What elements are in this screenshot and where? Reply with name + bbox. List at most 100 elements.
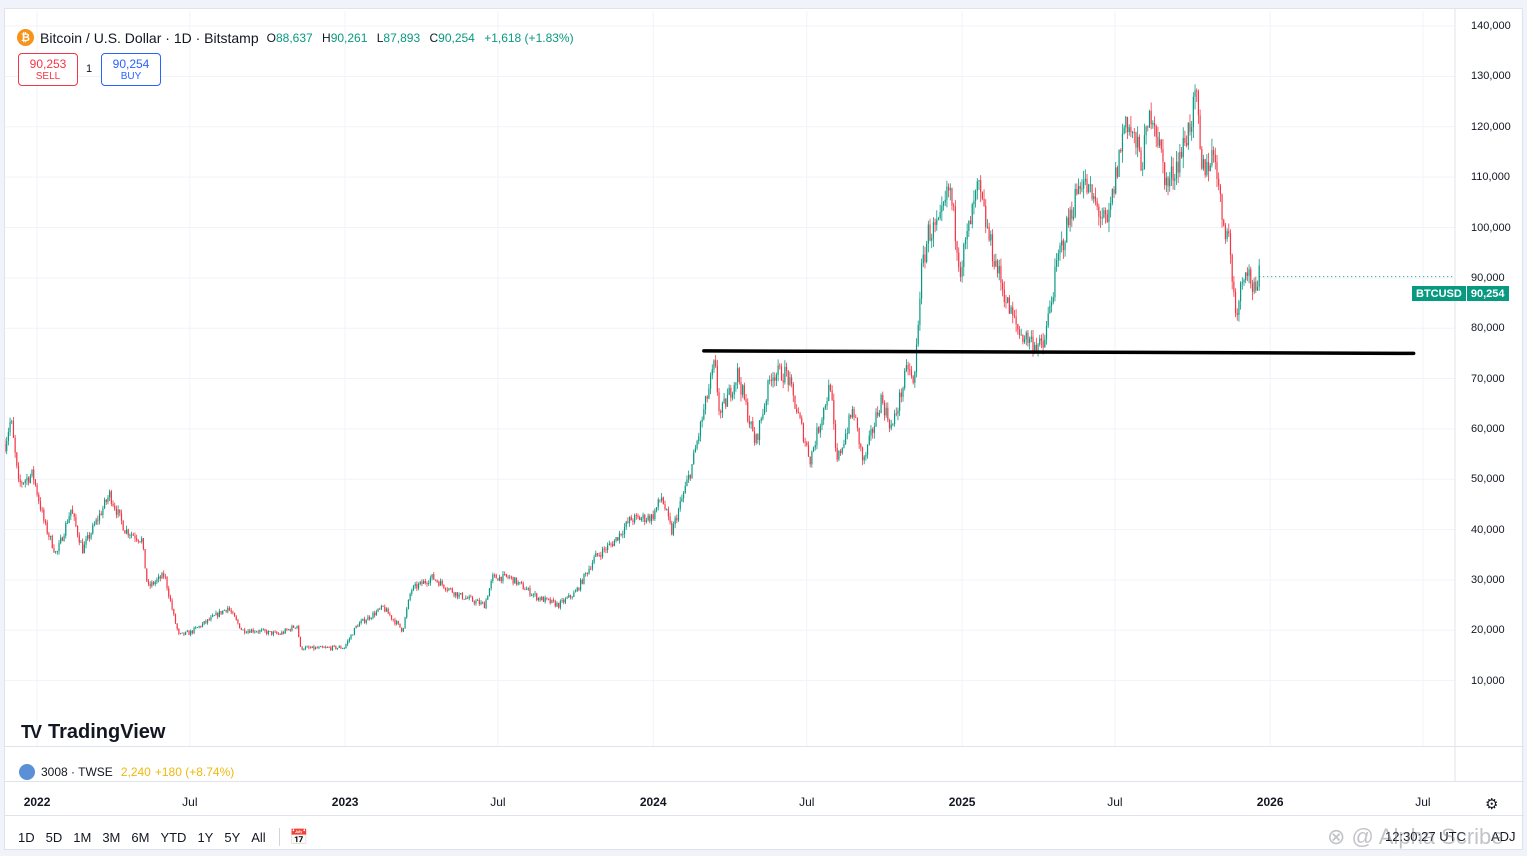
candle-body — [369, 616, 371, 619]
time-tick-label: Jul — [182, 795, 198, 809]
candle-body — [29, 475, 31, 483]
candle-body — [1121, 133, 1124, 152]
candle-body — [46, 522, 48, 534]
candle-body — [975, 190, 977, 201]
candle-body — [796, 408, 798, 412]
candle-body — [498, 576, 501, 581]
candle-body — [1167, 177, 1169, 187]
candle-body — [812, 447, 815, 452]
candle-body — [1037, 344, 1039, 351]
candle-body — [645, 520, 648, 522]
candle-body — [120, 512, 123, 521]
candle-body — [883, 402, 886, 416]
candle-body — [262, 629, 264, 631]
candle-body — [612, 543, 614, 547]
range-5d[interactable]: 5D — [45, 829, 63, 845]
pane-separator[interactable] — [5, 746, 1524, 747]
calendar-goto-icon[interactable]: 📅 — [289, 829, 309, 846]
candle-body — [551, 599, 553, 603]
candle-body — [365, 620, 367, 623]
range-5y[interactable]: 5Y — [224, 829, 241, 845]
range-1y[interactable]: 1Y — [197, 829, 214, 845]
candle-body — [1246, 272, 1248, 276]
candle-body — [24, 480, 26, 483]
candle-body — [787, 370, 789, 385]
candle-body — [860, 444, 862, 448]
candle-body — [1229, 233, 1232, 256]
candle-body — [981, 191, 983, 199]
candle-body — [465, 597, 467, 600]
candle-body — [1224, 225, 1227, 239]
candle-body — [706, 396, 708, 399]
candle-body — [1169, 178, 1171, 187]
candle-body — [542, 596, 545, 602]
candle-body — [227, 607, 229, 612]
candle-body — [492, 574, 494, 581]
candle-body — [250, 629, 253, 633]
candle-body — [434, 579, 437, 581]
candle-body — [583, 573, 585, 584]
candle-body — [696, 441, 698, 449]
candle-body — [379, 608, 381, 610]
candle-body — [640, 518, 642, 521]
tradingview-logo[interactable]: TV TradingView — [21, 721, 165, 744]
candle-body — [1196, 90, 1198, 92]
candle-body — [880, 395, 882, 414]
settings-gear-icon[interactable]: ⚙ — [1485, 796, 1499, 813]
candle-body — [713, 360, 715, 370]
candle-body — [401, 627, 403, 632]
candle-body — [1013, 315, 1016, 317]
range-3m[interactable]: 3M — [102, 829, 121, 845]
range-ytd[interactable]: YTD — [160, 829, 187, 845]
candle-body — [821, 419, 823, 426]
candle-body — [762, 413, 764, 419]
time-tick-label: Jul — [1107, 795, 1123, 809]
candle-body — [541, 596, 543, 601]
candle-body — [547, 598, 550, 600]
candle-body — [360, 620, 362, 623]
candle-body — [48, 533, 50, 538]
symbol-title[interactable]: Bitcoin / U.S. Dollar · 1D · Bitstamp — [40, 29, 259, 46]
utc-clock[interactable]: 12:30:27 UTC — [1385, 829, 1466, 844]
range-all[interactable]: All — [251, 829, 266, 845]
candle-body — [807, 445, 810, 457]
candle-body — [444, 588, 447, 590]
candle-body — [581, 579, 583, 584]
candle-body — [1034, 344, 1036, 351]
sell-button[interactable]: 90,253 SELL — [18, 53, 78, 86]
secondary-ticker[interactable]: 3008 · TWSE 2,240 +180 (+8.74%) — [19, 764, 234, 780]
candle-body — [254, 631, 256, 633]
candle-body — [895, 413, 897, 415]
candle-body — [973, 200, 975, 205]
candle-body — [890, 424, 892, 429]
price-chart[interactable] — [5, 9, 1522, 849]
candle-body — [698, 436, 700, 442]
buy-button[interactable]: 90,254 BUY — [101, 53, 161, 86]
candle-body — [915, 344, 918, 372]
candle-body — [1231, 255, 1233, 282]
range-1m[interactable]: 1M — [73, 829, 92, 845]
candle-body — [902, 387, 904, 397]
candle-body — [718, 392, 720, 412]
candle-body — [88, 535, 91, 539]
candle-body — [1207, 162, 1210, 172]
candle-body — [1118, 150, 1120, 177]
range-1d[interactable]: 1D — [18, 829, 35, 845]
candle-body — [1054, 266, 1056, 298]
range-6m[interactable]: 6M — [131, 829, 150, 845]
candle-body — [55, 551, 57, 553]
adj-toggle[interactable]: ADJ — [1491, 829, 1516, 844]
candle-body — [566, 597, 568, 599]
candle-body — [76, 526, 79, 536]
candle-body — [819, 425, 821, 433]
candle-body — [1027, 332, 1029, 344]
candle-body — [610, 543, 612, 545]
candle-body — [299, 637, 302, 647]
candle-body — [818, 427, 820, 433]
candle-body — [1103, 210, 1105, 218]
candle-body — [1040, 338, 1043, 341]
candle-body — [804, 441, 806, 443]
candle-body — [1186, 142, 1188, 146]
candle-body — [851, 409, 853, 418]
candle-body — [169, 596, 172, 601]
